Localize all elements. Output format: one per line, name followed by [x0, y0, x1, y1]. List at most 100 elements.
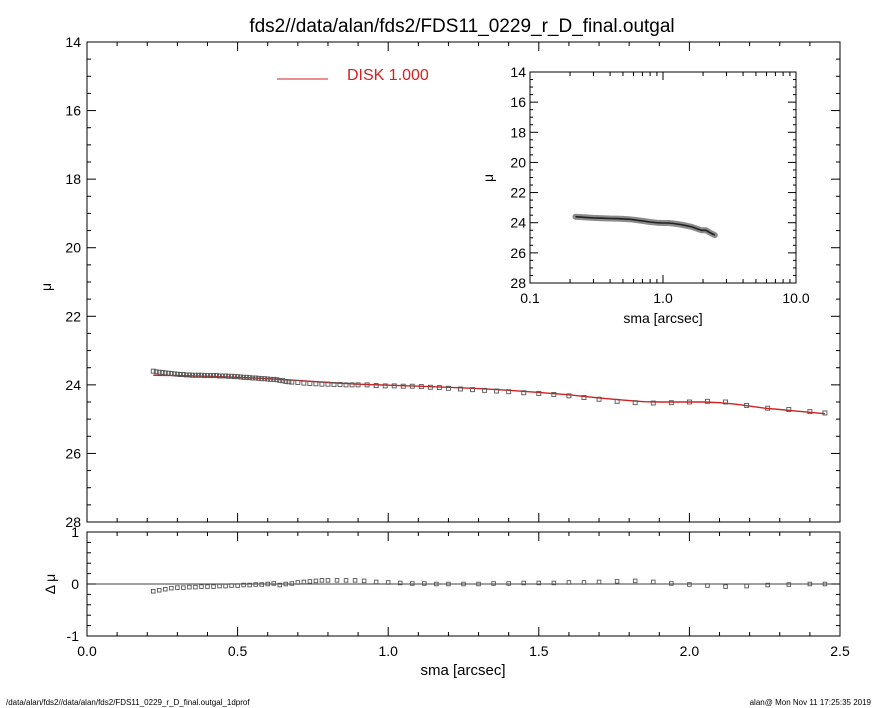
data-point: [686, 399, 692, 405]
data-point: [156, 369, 162, 375]
model-line: [153, 374, 825, 415]
data-point: [205, 373, 210, 379]
legend-label: DISK 1.000: [347, 67, 429, 84]
residual-point: [744, 583, 749, 589]
data-point: [153, 369, 159, 375]
main-y-tick-label: 28: [65, 514, 81, 530]
inset-y-tick-label: 22: [510, 185, 526, 201]
data-point: [521, 390, 527, 396]
residual-point: [271, 581, 276, 586]
residual-point: [521, 580, 526, 586]
data-point: [195, 372, 201, 378]
data-point: [211, 373, 216, 379]
data-point: [232, 374, 238, 380]
data-point: [705, 398, 710, 404]
footer-file-path: /data/alan/fds2//data/alan/fds2/FDS11_02…: [6, 698, 250, 707]
residual-point: [361, 578, 367, 584]
data-point: [229, 373, 235, 379]
data-point: [786, 407, 792, 412]
residual-point: [352, 578, 358, 583]
residual-point: [614, 579, 620, 584]
data-point: [765, 405, 771, 411]
data-point: [250, 375, 256, 381]
main-y-tick-label: 16: [65, 103, 81, 119]
inset-x-tick-label: 10.0: [782, 290, 809, 306]
data-point: [253, 375, 259, 381]
data-point: [174, 371, 180, 377]
inset-y-tick-label: 26: [510, 245, 526, 261]
data-point: [427, 384, 433, 390]
inset-y-tick-label: 20: [510, 154, 526, 170]
data-point: [445, 385, 451, 391]
inset-profile-line: [575, 215, 716, 236]
data-point: [391, 383, 397, 389]
data-point: [289, 379, 295, 385]
residual-point: [491, 581, 496, 586]
data-point: [199, 372, 204, 378]
data-point: [189, 372, 195, 378]
residual-point: [786, 582, 792, 587]
inset-panel: 0.1 1.0 10.0 14 16 18 20 22 24 26 28 μ sma [arcsec]: [480, 64, 810, 326]
data-point: [214, 373, 219, 379]
residual-point: [385, 580, 391, 585]
main-y-tick-label: 14: [65, 34, 81, 50]
residual-point: [325, 578, 331, 583]
data-point: [458, 386, 463, 392]
data-point: [238, 374, 244, 380]
data-point: [373, 383, 379, 388]
residual-point: [434, 581, 439, 587]
residual-point: [259, 582, 264, 587]
data-point: [632, 400, 638, 406]
inset-y-tick-label: 16: [510, 94, 526, 110]
data-point: [551, 392, 557, 397]
residual-point: [581, 580, 587, 585]
residual-point: [283, 581, 289, 587]
residual-x-tick-label: 1.5: [529, 643, 549, 659]
data-point: [277, 377, 283, 383]
residual-point: [476, 581, 481, 587]
residual-point: [446, 581, 451, 587]
data-point: [744, 402, 750, 408]
data-point: [337, 382, 343, 387]
residual-point: [229, 583, 234, 588]
residual-point: [151, 589, 156, 594]
data-point: [159, 370, 165, 375]
residual-y-tick-label: 0: [71, 576, 79, 592]
data-point: [295, 380, 301, 385]
data-point: [536, 390, 542, 396]
residual-point: [422, 581, 427, 586]
data-point: [241, 374, 247, 380]
residual-x-tick-label: 0.0: [77, 643, 97, 659]
data-point: [364, 382, 370, 388]
data-point: [596, 396, 602, 402]
residual-point: [211, 584, 216, 589]
residual-point: [397, 580, 403, 586]
inset-y-tick-label: 18: [510, 124, 526, 140]
data-point: [192, 372, 198, 378]
residual-point: [551, 580, 557, 586]
inset-y-tick-label: 28: [510, 275, 526, 291]
residual-point: [247, 582, 252, 588]
data-point: [283, 378, 289, 384]
residual-point: [157, 587, 162, 593]
residual-x-tick-label: 2.5: [830, 643, 850, 659]
residual-point: [765, 582, 770, 588]
data-point: [331, 382, 337, 387]
data-point: [235, 374, 241, 380]
data-point: [482, 387, 488, 393]
main-panel: 14 16 18 20 22 24 26 28 μ DISK 1.000: [38, 34, 841, 530]
residual-point: [181, 585, 186, 590]
chart-title: fds2//data/alan/fds2/FDS11_0229_r_D_fina…: [249, 16, 674, 37]
residual-x-tick-label: 2.0: [680, 643, 700, 659]
footer-timestamp: alan@ Mon Nov 11 17:25:35 2019: [749, 698, 871, 707]
residual-point: [241, 582, 246, 588]
residual-x-tick-label: 1.0: [378, 643, 398, 659]
data-point: [220, 373, 225, 379]
data-point: [168, 371, 174, 376]
residual-point: [193, 584, 198, 590]
data-point: [382, 383, 388, 389]
residual-point: [313, 578, 319, 584]
data-point: [171, 371, 177, 377]
residual-y-axis-label: Δ μ: [42, 574, 58, 595]
